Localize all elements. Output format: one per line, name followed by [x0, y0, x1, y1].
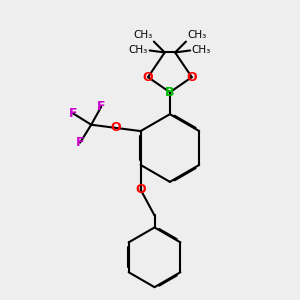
Text: F: F: [97, 100, 105, 113]
Text: O: O: [135, 183, 146, 196]
Text: F: F: [69, 107, 78, 120]
Text: F: F: [76, 136, 84, 149]
Text: CH₃: CH₃: [129, 46, 148, 56]
Text: O: O: [111, 122, 121, 134]
Text: CH₃: CH₃: [133, 30, 152, 40]
Text: CH₃: CH₃: [192, 46, 211, 56]
Text: B: B: [165, 86, 175, 99]
Text: CH₃: CH₃: [188, 30, 207, 40]
Text: O: O: [143, 70, 153, 84]
Text: O: O: [187, 70, 197, 84]
